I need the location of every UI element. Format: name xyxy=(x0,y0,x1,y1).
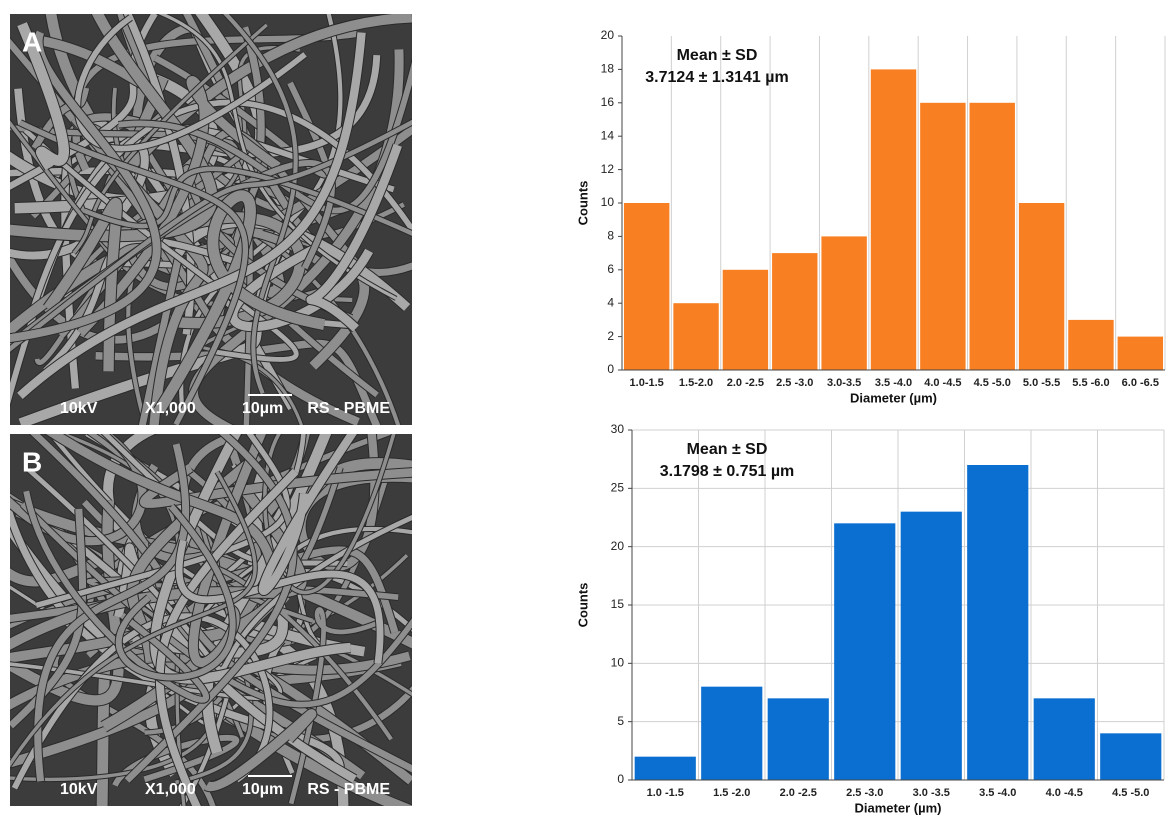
y-tick-label: 4 xyxy=(607,295,614,309)
y-axis-label: Counts xyxy=(575,583,590,628)
bar xyxy=(821,236,866,370)
y-tick-label: 10 xyxy=(611,656,625,670)
figure: A 10kV X1,000 10µm RS - PBME B 10kV X1,000 10µm R… xyxy=(0,0,1167,819)
y-tick-label: 10 xyxy=(601,195,615,209)
y-tick-label: 5 xyxy=(617,714,624,728)
x-tick-label: 4.0 -4.5 xyxy=(1046,787,1083,799)
x-axis-label: Diameter (µm) xyxy=(850,390,937,405)
annotation: 3.7124 ± 1.3141 µm xyxy=(645,69,788,86)
x-tick-label: 3.0 -3.5 xyxy=(913,787,950,799)
bar xyxy=(624,203,669,370)
x-tick-label: 2.5 -3.0 xyxy=(776,377,813,389)
bar xyxy=(834,523,895,780)
annotation: Mean ± SD xyxy=(687,441,768,458)
y-tick-label: 0 xyxy=(607,362,614,376)
y-tick-label: 20 xyxy=(611,539,625,553)
bar xyxy=(1100,733,1161,780)
x-tick-label: 1.5 -2.0 xyxy=(713,787,750,799)
bar xyxy=(701,687,762,780)
bar xyxy=(1019,203,1064,370)
y-tick-label: 18 xyxy=(601,62,615,76)
x-tick-label: 3.5 -4.0 xyxy=(875,377,912,389)
y-tick-label: 30 xyxy=(611,422,625,436)
bar xyxy=(1034,698,1095,780)
x-tick-label: 2.0 -2.5 xyxy=(727,377,764,389)
bar xyxy=(768,698,829,780)
bar xyxy=(901,512,962,780)
sem-image xyxy=(0,384,461,819)
x-axis-label: Diameter (µm) xyxy=(855,800,942,815)
x-tick-label: 4.5 -5.0 xyxy=(1112,787,1149,799)
x-tick-label: 1.0 -1.5 xyxy=(647,787,684,799)
x-tick-label: 5.5 -6.0 xyxy=(1072,377,1109,389)
x-tick-label: 1.5-2.0 xyxy=(679,377,713,389)
x-tick-label: 1.0-1.5 xyxy=(630,377,664,389)
bar xyxy=(772,253,817,370)
x-tick-label: 3.0-3.5 xyxy=(827,377,861,389)
bar xyxy=(635,757,696,780)
bar xyxy=(967,465,1028,780)
panel-label: A xyxy=(22,26,42,57)
y-tick-label: 8 xyxy=(607,229,614,243)
x-tick-label: 3.5 -4.0 xyxy=(979,787,1016,799)
annotation: 3.1798 ± 0.751 µm xyxy=(660,463,795,480)
y-tick-label: 6 xyxy=(607,262,614,276)
sem-image xyxy=(0,0,454,463)
sem-info: RS - PBME xyxy=(307,400,390,417)
bar xyxy=(723,270,768,370)
y-tick-label: 20 xyxy=(601,28,615,42)
bar xyxy=(920,103,965,370)
bar xyxy=(1068,320,1113,370)
y-tick-label: 15 xyxy=(611,597,625,611)
sem-info: X1,000 xyxy=(145,400,196,417)
x-tick-label: 5.0 -5.5 xyxy=(1023,377,1060,389)
y-tick-label: 12 xyxy=(601,162,615,176)
bar xyxy=(1118,337,1163,370)
y-tick-label: 0 xyxy=(617,772,624,786)
bar xyxy=(673,303,718,370)
sem-info: 10kV xyxy=(60,400,98,417)
y-tick-label: 16 xyxy=(601,95,615,109)
x-tick-label: 4.5 -5.0 xyxy=(974,377,1011,389)
x-tick-label: 2.0 -2.5 xyxy=(780,787,817,799)
y-tick-label: 14 xyxy=(601,128,615,142)
y-axis-label: Counts xyxy=(575,181,590,226)
bar xyxy=(871,69,916,370)
sem-info: 10kV xyxy=(60,781,98,798)
y-tick-label: 2 xyxy=(607,329,614,343)
annotation: Mean ± SD xyxy=(677,47,758,64)
sem-info: X1,000 xyxy=(145,781,196,798)
sem-info: 10µm xyxy=(242,400,283,417)
sem-info: 10µm xyxy=(242,781,283,798)
panel-label: B xyxy=(22,446,42,477)
sem-info: RS - PBME xyxy=(307,781,390,798)
x-tick-label: 2.5 -3.0 xyxy=(846,787,883,799)
x-tick-label: 6.0 -6.5 xyxy=(1122,377,1159,389)
y-tick-label: 25 xyxy=(611,481,625,495)
x-tick-label: 4.0 -4.5 xyxy=(924,377,961,389)
bar xyxy=(970,103,1015,370)
